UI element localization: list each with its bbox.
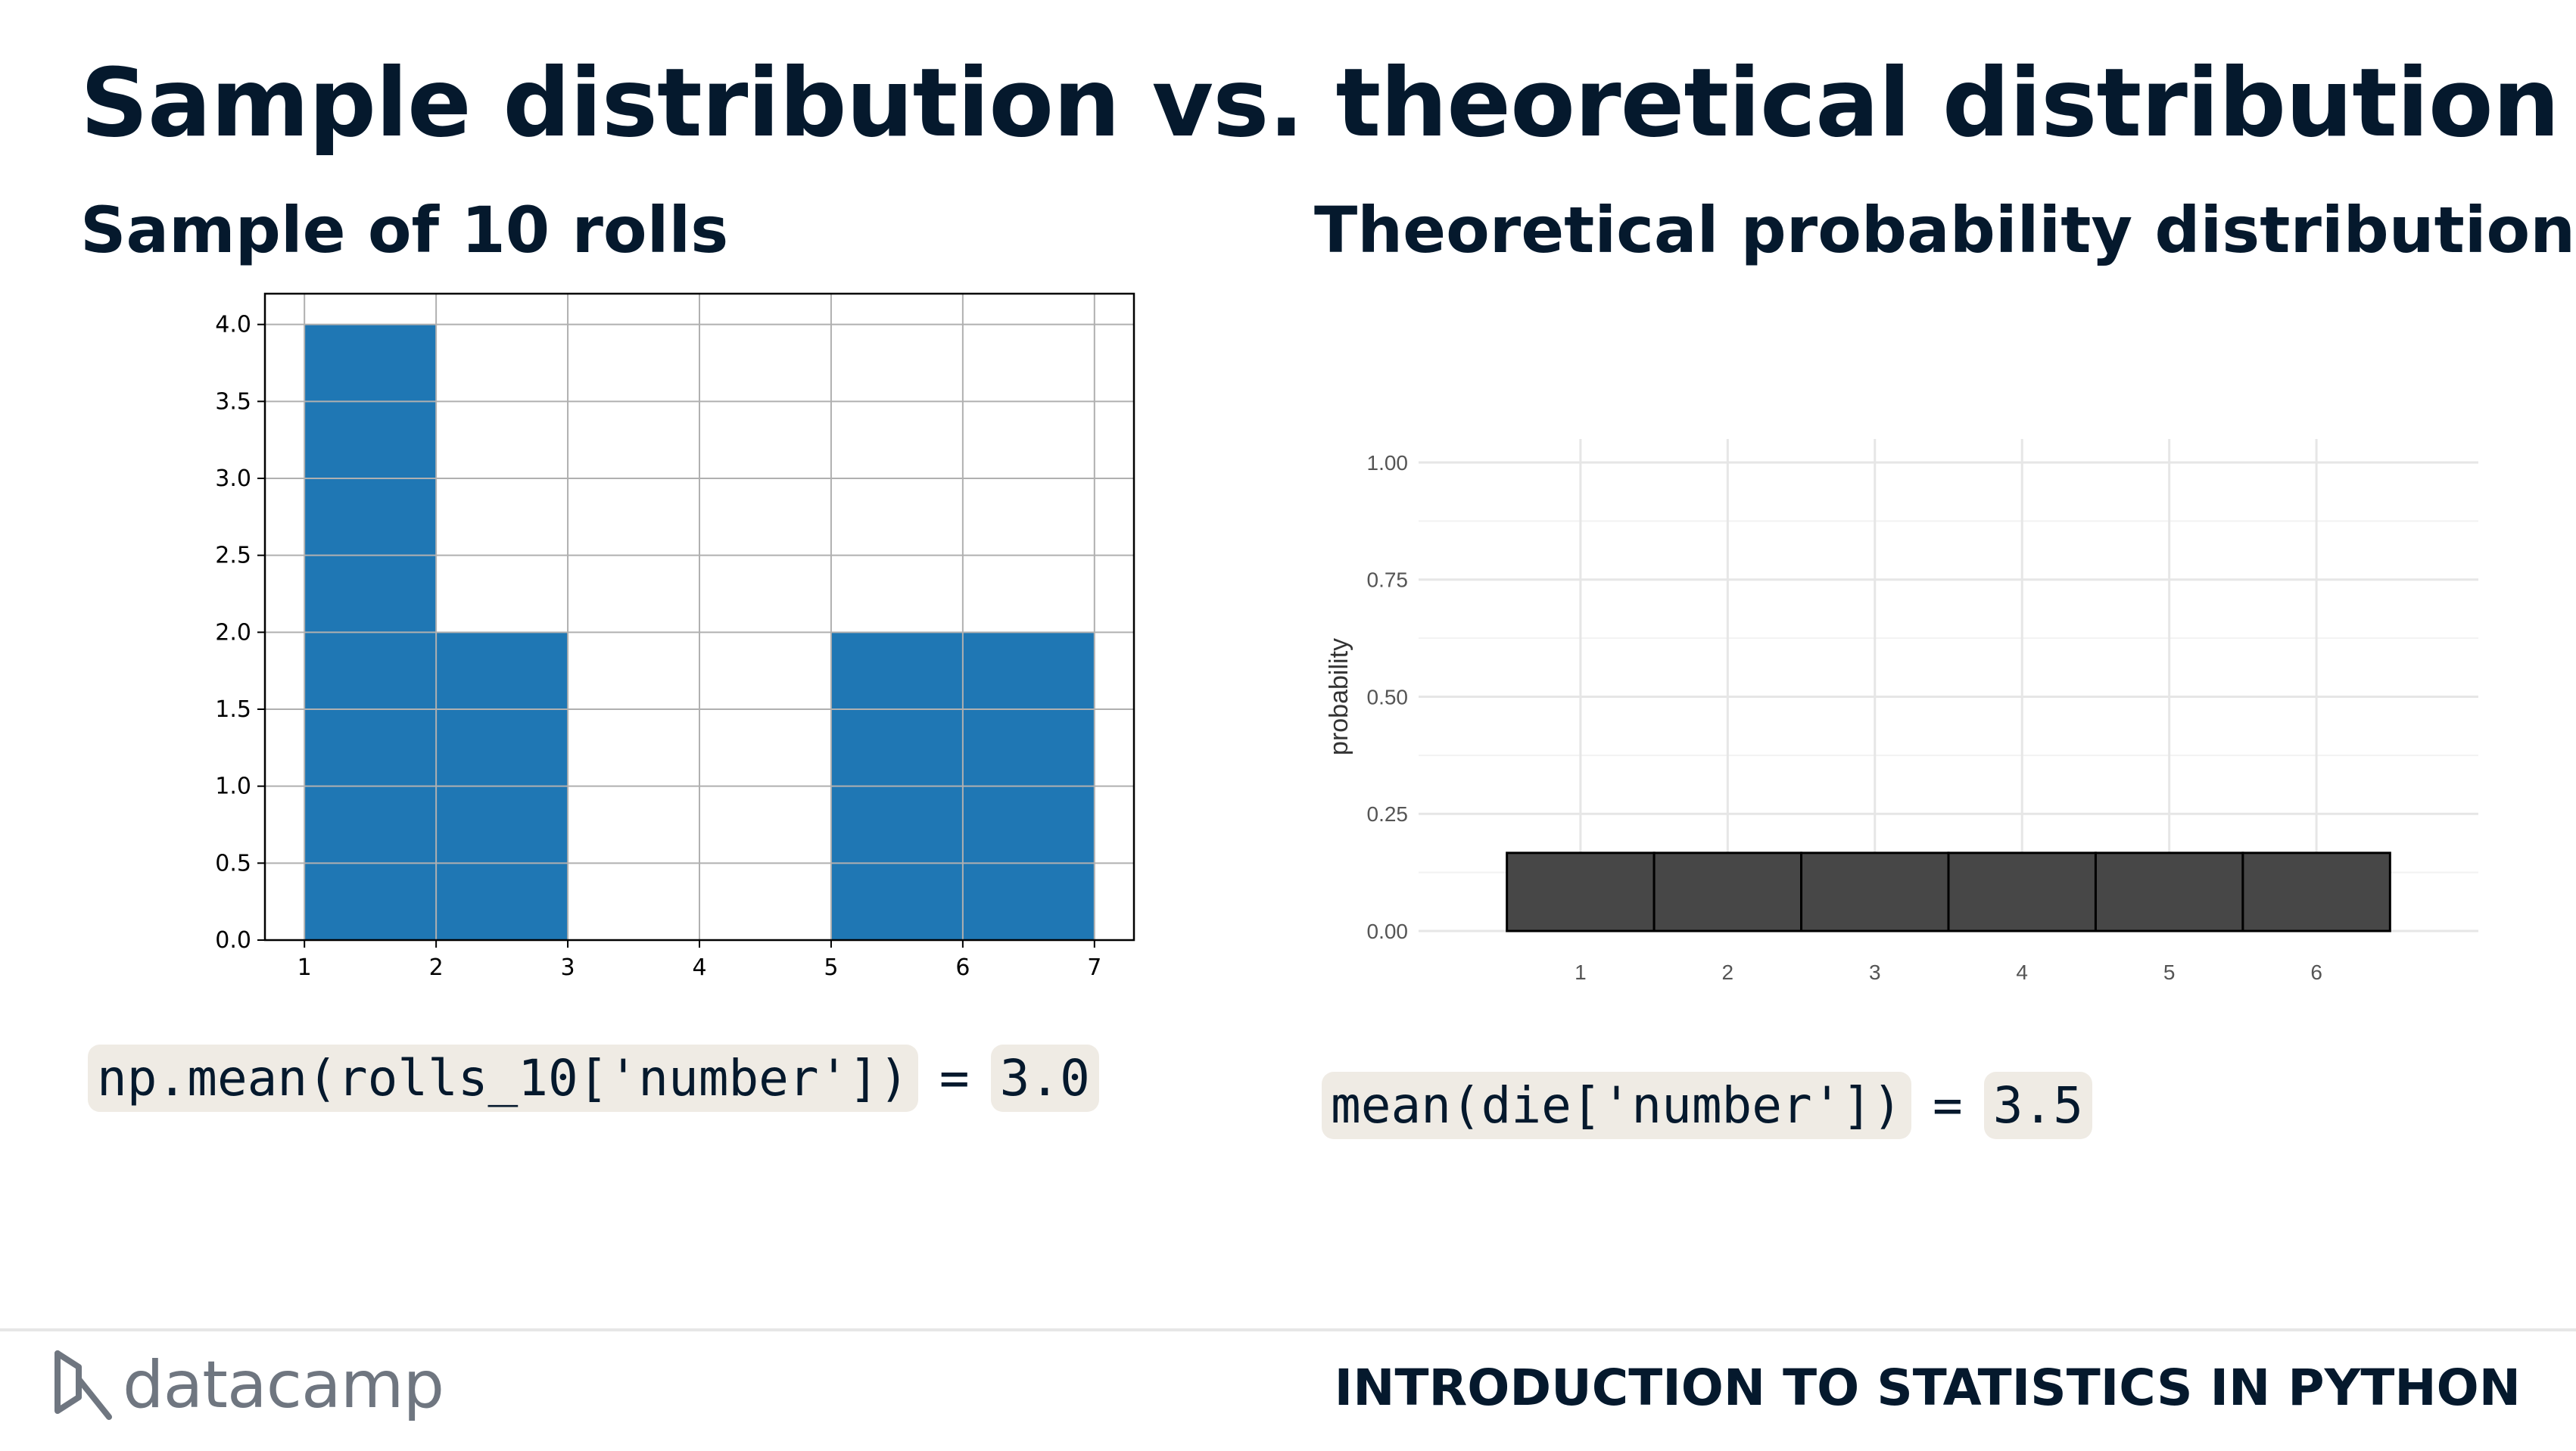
- logo-wordmark: datacamp: [123, 1347, 444, 1423]
- y-tick-label: 0.75: [1367, 568, 1409, 592]
- left-chart-heading: Sample of 10 rolls: [80, 193, 729, 267]
- equals-sign: =: [939, 1049, 970, 1107]
- x-tick-label: 6: [955, 954, 970, 981]
- y-tick-label: 0.00: [1367, 920, 1409, 943]
- y-tick-label: 0.0: [215, 927, 251, 954]
- course-title: INTRODUCTION TO STATISTICS IN PYTHON: [1334, 1359, 2521, 1417]
- x-tick-label: 5: [824, 954, 838, 981]
- y-tick-label: 0.50: [1367, 685, 1409, 708]
- probability-bar: [2241, 852, 2391, 933]
- x-tick-label: 4: [692, 954, 706, 981]
- datacamp-logo-icon: [55, 1350, 112, 1420]
- slide-title: Sample distribution vs. theoretical dist…: [80, 48, 2560, 158]
- x-tick-label: 1: [1575, 961, 1587, 984]
- x-tick-label: 7: [1087, 954, 1101, 981]
- datacamp-logo: datacamp: [53, 1347, 444, 1423]
- y-axis-label: probability: [1325, 638, 1353, 755]
- x-tick-label: 3: [1869, 961, 1881, 984]
- y-tick-label: 3.5: [215, 388, 251, 415]
- right-chart-heading: Theoretical probability distribution: [1314, 193, 2576, 267]
- sample-histogram: 1 2 3 4 5 6 7 0.0 0.5 1.0 1.5 2.0 2.5 3.0 3.5 4.0: [215, 292, 1135, 981]
- x-tick-label: 6: [2310, 961, 2322, 984]
- footer-divider: [0, 1328, 2576, 1331]
- x-tick-label: 2: [1722, 961, 1734, 984]
- y-tick-label: 1.00: [1367, 451, 1409, 475]
- theoretical-mean-result: 3.5: [1983, 1072, 2092, 1139]
- probability-bar: [1800, 852, 1950, 933]
- plot-frame: [263, 292, 1135, 942]
- y-tick-label: 4.0: [215, 312, 251, 338]
- probability-bar: [2094, 852, 2244, 933]
- left-code-expression: np.mean(rolls_10['number']) = 3.0: [88, 1045, 1099, 1112]
- y-tick-label: 2.5: [215, 543, 251, 569]
- sample-mean-code: np.mean(rolls_10['number']): [88, 1045, 918, 1112]
- y-tick-label: 0.25: [1367, 802, 1409, 826]
- equals-sign: =: [1932, 1076, 1963, 1135]
- probability-bar: [1652, 852, 1803, 933]
- y-tick-label: 1.5: [215, 696, 251, 723]
- x-tick-label: 1: [297, 954, 312, 981]
- x-tick-label: 3: [561, 954, 575, 981]
- sample-mean-result: 3.0: [990, 1045, 1099, 1112]
- x-tick-label: 5: [2163, 961, 2176, 984]
- theoretical-mean-code: mean(die['number']): [1322, 1072, 1911, 1139]
- probability-bar: [1506, 852, 1656, 933]
- x-tick-label: 2: [429, 954, 444, 981]
- theoretical-distribution-chart: 0.00 0.25 0.50 0.75 1.00 1 2 3 4 5 6 probability: [1325, 439, 2478, 984]
- x-tick-label: 4: [2016, 961, 2028, 984]
- y-tick-label: 1.0: [215, 774, 251, 800]
- y-tick-label: 2.0: [215, 619, 251, 646]
- right-code-expression: mean(die['number']) = 3.5: [1322, 1072, 2092, 1139]
- y-tick-label: 3.0: [215, 466, 251, 492]
- probability-bar: [1947, 852, 2097, 933]
- y-tick-label: 0.5: [215, 850, 251, 877]
